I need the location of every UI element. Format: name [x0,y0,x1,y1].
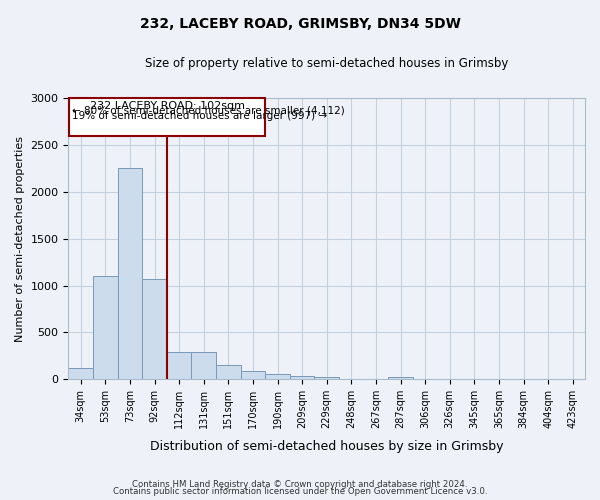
Text: ← 80% of semi-detached houses are smaller (4,112): ← 80% of semi-detached houses are smalle… [72,106,344,116]
Bar [388,378,413,380]
Bar [167,352,191,380]
Bar [68,368,93,380]
Text: 232, LACEBY ROAD, GRIMSBY, DN34 5DW: 232, LACEBY ROAD, GRIMSBY, DN34 5DW [140,18,460,32]
Bar [118,168,142,380]
Bar [142,278,167,380]
Bar [191,352,216,380]
Text: Contains HM Land Registry data © Crown copyright and database right 2024.: Contains HM Land Registry data © Crown c… [132,480,468,489]
Bar [265,374,290,380]
Title: Size of property relative to semi-detached houses in Grimsby: Size of property relative to semi-detach… [145,58,508,70]
Bar [93,276,118,380]
Bar [216,365,241,380]
Bar [314,378,339,380]
Bar [241,371,265,380]
Bar [290,376,314,380]
Text: Contains public sector information licensed under the Open Government Licence v3: Contains public sector information licen… [113,487,487,496]
Text: 19% of semi-detached houses are larger (997) →: 19% of semi-detached houses are larger (… [72,111,327,121]
FancyBboxPatch shape [69,98,265,136]
Y-axis label: Number of semi-detached properties: Number of semi-detached properties [15,136,25,342]
Text: 232 LACEBY ROAD: 102sqm: 232 LACEBY ROAD: 102sqm [89,101,245,111]
X-axis label: Distribution of semi-detached houses by size in Grimsby: Distribution of semi-detached houses by … [150,440,503,452]
